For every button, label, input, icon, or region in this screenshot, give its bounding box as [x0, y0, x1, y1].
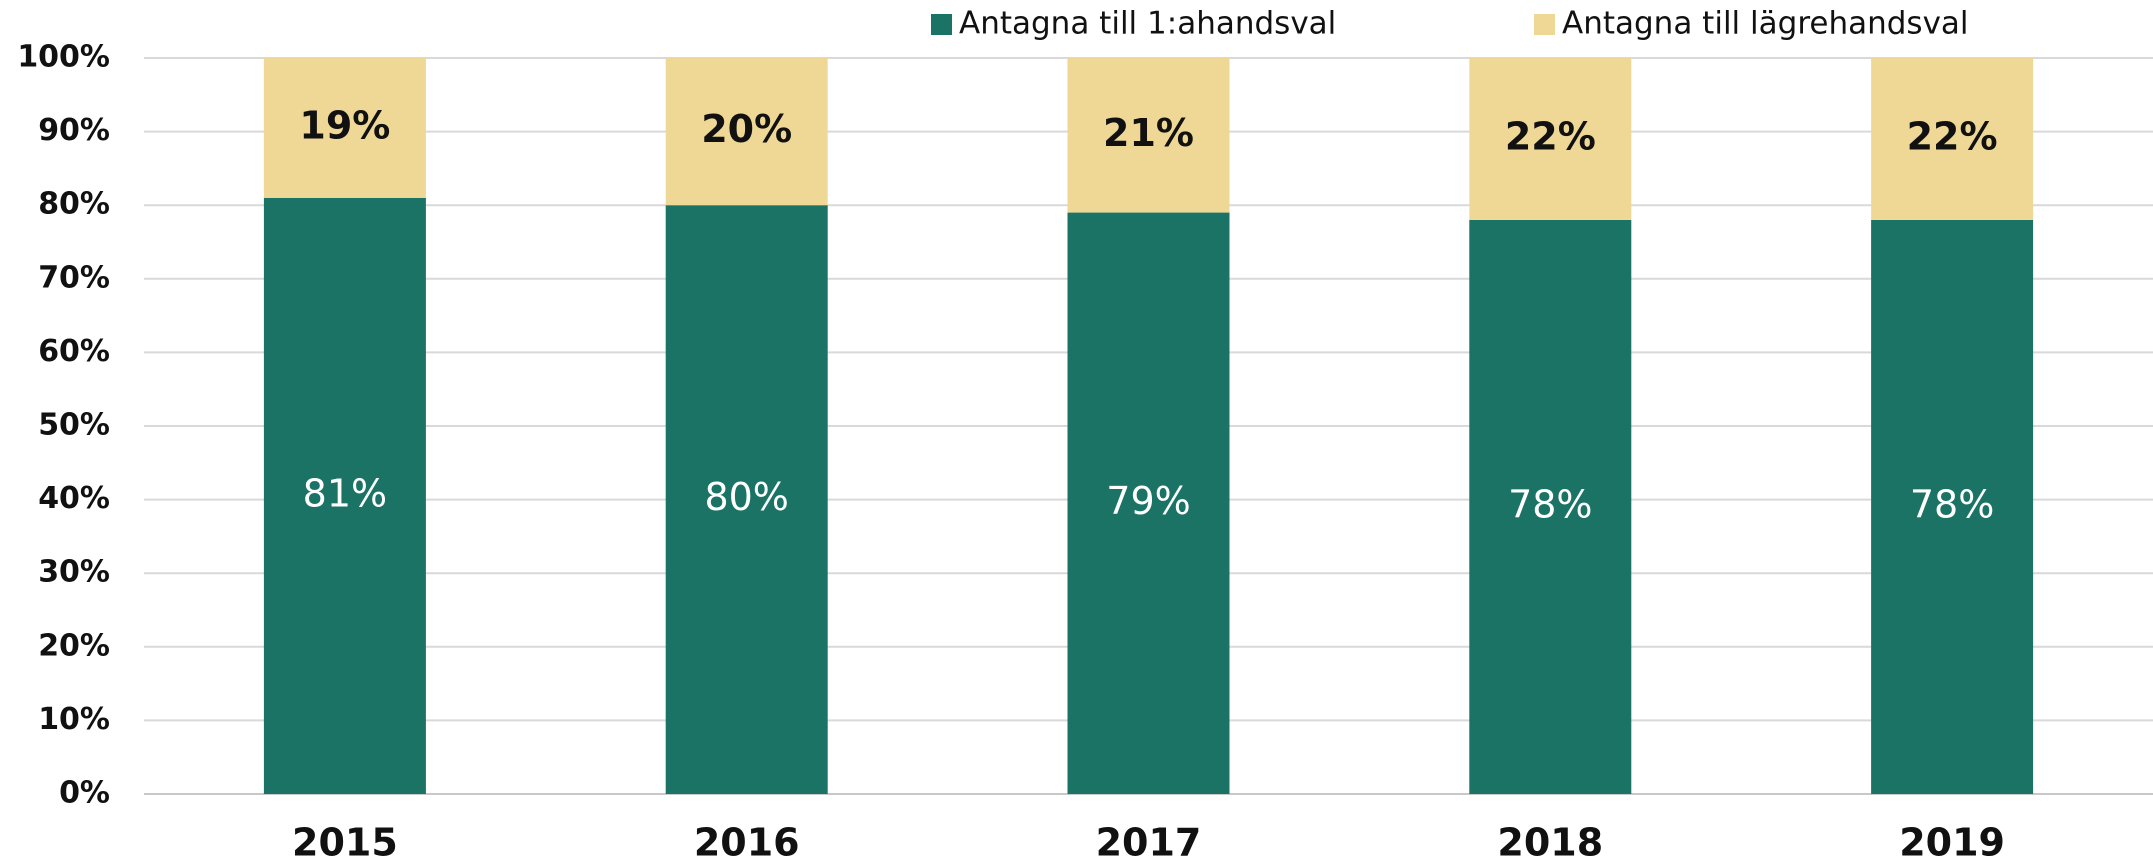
x-tick-label: 2016: [694, 821, 800, 865]
bar-segment: [1067, 212, 1230, 794]
x-tick-label: 2015: [292, 821, 398, 865]
data-label: 81%: [303, 471, 387, 515]
bar-segment: [263, 58, 426, 198]
legend-swatch: [1534, 14, 1555, 35]
data-label: 78%: [1910, 482, 1994, 526]
x-tick-label: 2018: [1497, 821, 1603, 865]
y-tick-label: 20%: [38, 628, 110, 663]
bar-segment: [263, 197, 426, 795]
data-label: 22%: [1907, 114, 1998, 158]
x-tick-label: 2017: [1096, 821, 1202, 865]
bar-segment: [665, 205, 828, 794]
y-tick-label: 70%: [38, 260, 110, 295]
bar-segment: [665, 58, 828, 206]
y-tick-label: 50%: [38, 408, 110, 443]
x-tick-label: 2019: [1899, 821, 2005, 865]
bar-segment: [1469, 219, 1632, 795]
data-label: 19%: [299, 103, 390, 147]
data-label: 80%: [704, 475, 788, 519]
data-label: 22%: [1505, 114, 1596, 158]
y-tick-label: 60%: [38, 334, 110, 369]
y-tick-label: 30%: [38, 555, 110, 590]
data-label: 21%: [1103, 111, 1194, 155]
y-tick-label: 90%: [38, 113, 110, 148]
bar-segment: [1469, 58, 1632, 220]
y-tick-label: 100%: [17, 40, 110, 75]
y-tick-label: 0%: [59, 776, 110, 811]
bar-segment: [1871, 58, 2034, 220]
legend-swatch: [931, 14, 952, 35]
data-label: 20%: [701, 107, 792, 151]
y-tick-label: 10%: [38, 702, 110, 737]
legend-label: Antagna till 1:ahandsval: [959, 6, 1336, 42]
legend-label: Antagna till lägrehandsval: [1562, 6, 1969, 42]
data-label: 78%: [1508, 482, 1592, 526]
data-label: 79%: [1106, 479, 1190, 523]
y-tick-label: 40%: [38, 481, 110, 516]
bar-segment: [1067, 58, 1230, 213]
bar-segment: [1871, 219, 2034, 795]
y-tick-label: 80%: [38, 187, 110, 222]
